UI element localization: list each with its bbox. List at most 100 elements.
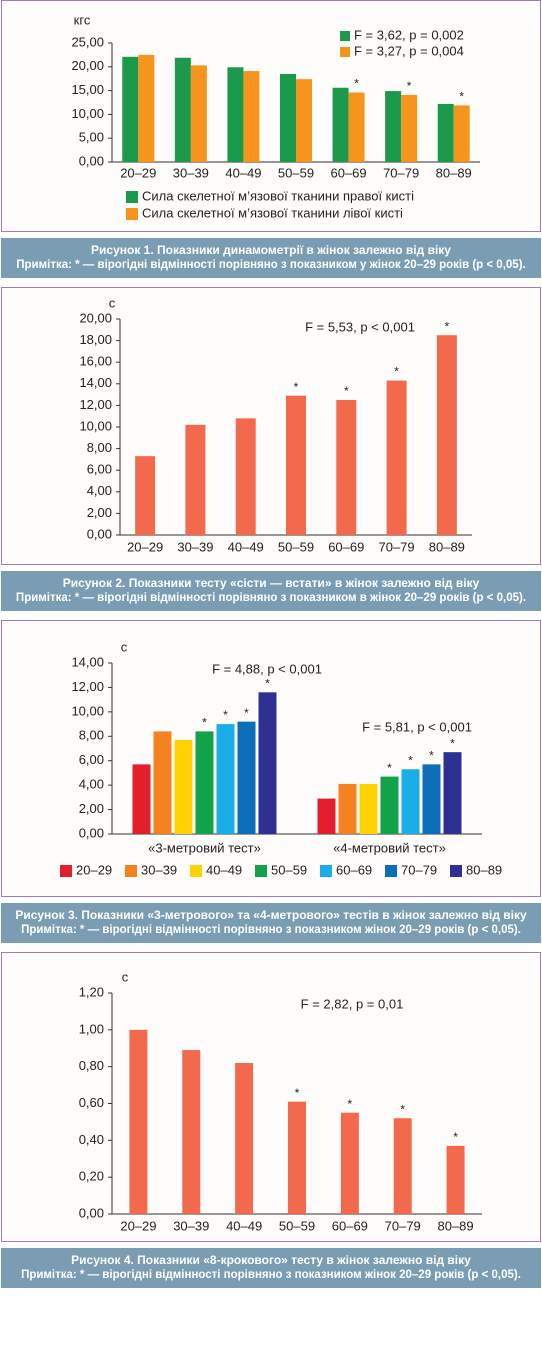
legend-label: Сила скелетної м’язової тканини правої к… <box>142 188 414 203</box>
chart: с 0,00 2,00 4,00 6,00 8,00 10,00 12,00 14,00 «3-м… <box>1 620 541 897</box>
bar <box>216 724 235 834</box>
legend-label: 30–39 <box>141 862 177 877</box>
significance-mark: * <box>407 79 412 93</box>
stat-label: F = 3,62, p = 0,002 <box>354 27 464 42</box>
significance-mark: * <box>344 384 349 398</box>
annotation: F = 5,81, p < 0,001 <box>362 719 472 734</box>
y-tick-label: 20,00 <box>79 310 112 325</box>
y-tick-label: 0,00 <box>87 526 112 541</box>
bar <box>235 418 256 535</box>
y-tick-label: 6,00 <box>79 752 104 767</box>
x-tick-label: 50–59 <box>278 539 314 554</box>
y-tick-label: 12,00 <box>71 679 104 694</box>
unit-label: с <box>122 969 129 984</box>
bar <box>286 395 306 535</box>
bar <box>132 764 151 834</box>
significance-mark: * <box>387 761 392 775</box>
bar <box>385 91 402 162</box>
bar <box>135 456 156 535</box>
x-tick-label: «3-метровий тест» <box>148 840 261 855</box>
x-tick-label: 30–39 <box>173 165 209 180</box>
y-tick-label: 6,00 <box>87 462 112 477</box>
figure-caption: Рисунок 1. Показники динамометрії в жіно… <box>1 238 541 278</box>
bar <box>182 1050 201 1214</box>
significance-mark: * <box>450 736 455 750</box>
x-tick-label: 60–69 <box>330 165 366 180</box>
caption-title: Рисунок 1. Показники динамометрії в жіно… <box>91 243 451 257</box>
significance-mark: * <box>348 1097 353 1111</box>
bar <box>258 692 277 834</box>
y-tick-label: 0,60 <box>79 1095 104 1110</box>
y-tick-label: 20,00 <box>71 58 104 73</box>
bar <box>453 105 470 162</box>
chart: с 0,00 2,00 4,00 6,00 8,00 10,00 12,00 14,00 16,0… <box>1 287 541 565</box>
significance-mark: * <box>429 749 434 763</box>
x-tick-label: 70–79 <box>378 539 414 554</box>
bar <box>401 769 420 834</box>
x-tick-label: «4-метровий тест» <box>333 840 446 855</box>
bar <box>195 731 214 834</box>
legend-label: 50–59 <box>271 862 307 877</box>
x-tick-label: 50–59 <box>279 1218 315 1233</box>
significance-mark: * <box>294 380 299 394</box>
y-tick-label: 1,20 <box>79 984 104 999</box>
significance-mark: * <box>459 90 464 104</box>
significance-mark: * <box>400 1102 405 1116</box>
annotation: F = 4,88, p < 0,001 <box>212 661 322 676</box>
legend-label: Сила скелетної м’язової тканини лівої ки… <box>142 205 403 220</box>
page: кгс 0,00 5,00 10,00 15,00 20,00 25,00 20–29 30–3… <box>1 0 541 1288</box>
caption-title: Рисунок 4. Показники «8-крокового» тесту… <box>71 1253 471 1267</box>
bar <box>190 65 207 162</box>
stat-label: F = 3,27, p = 0,004 <box>354 43 464 58</box>
x-tick-label: 20–29 <box>120 165 156 180</box>
x-tick-label: 20–29 <box>127 539 163 554</box>
legend-swatch <box>60 865 72 877</box>
y-tick-label: 5,00 <box>79 130 104 145</box>
bar <box>227 67 244 162</box>
y-tick-label: 4,00 <box>87 483 112 498</box>
legend-label: 20–29 <box>76 862 112 877</box>
x-tick-label: 60–69 <box>332 1218 368 1233</box>
caption-note: Примітка: * — вірогідні відмінності порі… <box>16 259 526 271</box>
y-tick-label: 10,00 <box>79 418 112 433</box>
x-tick-label: 40–49 <box>228 539 264 554</box>
bar <box>340 1112 359 1214</box>
figure-caption: Рисунок 2. Показники тесту «сісти — вста… <box>1 571 541 611</box>
bar <box>338 783 357 834</box>
bar <box>288 1101 306 1214</box>
x-tick-label: 80–89 <box>429 539 465 554</box>
bar <box>243 71 260 162</box>
legend-swatch <box>126 208 138 220</box>
significance-mark: * <box>394 365 399 379</box>
caption-note: Примітка: * — вірогідні відмінності порі… <box>21 1269 521 1281</box>
significance-mark: * <box>408 753 413 767</box>
y-tick-label: 0,20 <box>79 1169 104 1184</box>
y-tick-label: 8,00 <box>87 440 112 455</box>
y-tick-label: 2,00 <box>79 801 104 816</box>
y-tick-label: 4,00 <box>79 777 104 792</box>
x-tick-label: 60–69 <box>328 539 364 554</box>
y-tick-label: 8,00 <box>79 728 104 743</box>
y-tick-label: 0,40 <box>79 1132 104 1147</box>
y-tick-label: 2,00 <box>87 505 112 520</box>
significance-mark: * <box>265 676 270 690</box>
bar <box>153 731 172 834</box>
legend-label: 40–49 <box>206 862 242 877</box>
bar <box>422 764 441 834</box>
legend-label: 60–69 <box>336 862 372 877</box>
y-tick-label: 12,00 <box>79 397 112 412</box>
bar <box>348 92 365 162</box>
caption-note: Примітка: * — вірогідні відмінності порі… <box>15 592 527 604</box>
x-tick-label: 20–29 <box>120 1218 156 1233</box>
bar <box>174 739 193 834</box>
chart: с 0,00 0,20 0,40 0,60 0,80 1,00 1,20 20–29 30–39 4… <box>1 952 541 1242</box>
significance-mark: * <box>223 708 228 722</box>
y-tick-label: 0,00 <box>79 825 104 840</box>
y-tick-label: 0,80 <box>79 1058 104 1073</box>
figure-caption: Рисунок 4. Показники «8-крокового» тесту… <box>1 1248 541 1288</box>
bar <box>386 380 407 535</box>
bar <box>336 400 357 535</box>
y-tick-label: 14,00 <box>79 375 112 390</box>
x-tick-label: 40–49 <box>225 165 261 180</box>
significance-mark: * <box>295 1086 300 1100</box>
